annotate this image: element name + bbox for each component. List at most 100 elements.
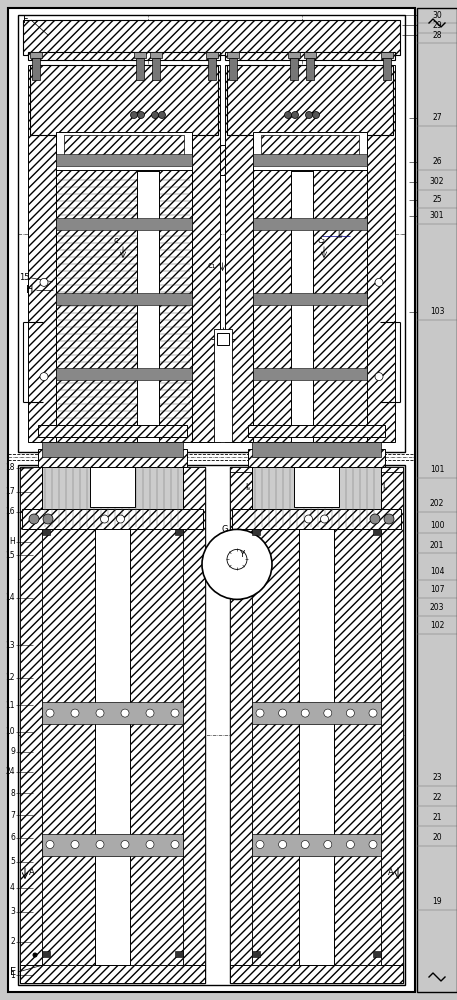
Text: 15: 15 [19, 273, 29, 282]
Text: 25: 25 [432, 196, 442, 205]
Bar [56, 154, 192, 166]
Bar [32, 58, 40, 80]
Bar [217, 333, 228, 345]
Text: 18: 18 [5, 464, 15, 473]
Bar [20, 467, 42, 983]
Circle shape [171, 709, 179, 717]
Text: 201: 201 [430, 540, 444, 550]
Bar [22, 509, 203, 529]
Bar [28, 52, 220, 60]
Text: 28: 28 [432, 30, 442, 39]
Bar [175, 951, 183, 957]
Text: Y: Y [239, 550, 244, 559]
Bar [227, 52, 239, 58]
Text: 107: 107 [430, 585, 444, 594]
Bar [220, 145, 225, 175]
Bar [253, 132, 367, 170]
Bar [373, 529, 381, 535]
Circle shape [29, 514, 39, 524]
Text: c₂: c₂ [317, 236, 325, 245]
Text: 26: 26 [432, 157, 442, 166]
Text: 24: 24 [5, 768, 15, 776]
Text: 15: 15 [5, 550, 15, 560]
Text: 100: 100 [430, 520, 444, 530]
Bar [230, 467, 252, 983]
Bar [137, 171, 159, 442]
Bar [225, 65, 253, 442]
Text: 5: 5 [10, 857, 15, 866]
Text: c₁: c₁ [207, 261, 216, 270]
Circle shape [117, 515, 124, 523]
Text: 16: 16 [5, 508, 15, 516]
Bar [252, 527, 299, 965]
Text: G: G [222, 525, 228, 534]
Bar [299, 527, 334, 965]
Bar [56, 368, 192, 380]
Text: 6: 6 [10, 834, 15, 842]
Bar [230, 467, 403, 983]
Text: 301: 301 [430, 212, 444, 221]
Bar [367, 65, 395, 442]
Text: 22: 22 [432, 794, 442, 802]
Bar [152, 58, 160, 80]
Bar [64, 135, 184, 165]
Circle shape [71, 840, 79, 848]
Text: F: F [23, 15, 29, 25]
Bar [227, 65, 393, 135]
Bar [253, 218, 367, 230]
Bar [252, 442, 381, 457]
Bar [42, 527, 95, 965]
Circle shape [96, 840, 104, 848]
Bar [288, 52, 300, 58]
Text: 302: 302 [430, 178, 444, 186]
Circle shape [370, 514, 380, 524]
Bar [38, 449, 187, 467]
Bar [95, 527, 130, 965]
Circle shape [121, 840, 129, 848]
Text: 9: 9 [10, 748, 15, 756]
Text: 27: 27 [432, 113, 442, 122]
Circle shape [285, 111, 292, 118]
Circle shape [146, 840, 154, 848]
Circle shape [202, 529, 272, 599]
Bar [294, 467, 339, 507]
Circle shape [301, 840, 309, 848]
Text: 202: 202 [430, 499, 444, 508]
Circle shape [301, 709, 309, 717]
Bar [253, 293, 367, 305]
Circle shape [46, 840, 54, 848]
Bar [304, 52, 316, 58]
Bar [42, 834, 183, 856]
Text: 29: 29 [432, 20, 442, 29]
Text: lᵥ: lᵥ [382, 483, 388, 491]
Text: lᵥ: lᵥ [337, 231, 343, 240]
Text: 13: 13 [5, 641, 15, 650]
Circle shape [121, 709, 129, 717]
Circle shape [131, 111, 138, 118]
Bar [159, 65, 192, 442]
Bar [183, 467, 205, 983]
Text: 14: 14 [5, 593, 15, 602]
Text: 20: 20 [432, 834, 442, 842]
Bar [56, 293, 192, 305]
Bar [18, 15, 405, 452]
Bar [248, 425, 385, 437]
Bar [252, 467, 381, 527]
Circle shape [346, 709, 354, 717]
Bar [291, 171, 313, 442]
Bar [134, 52, 146, 58]
Text: 3: 3 [10, 908, 15, 916]
Bar [208, 58, 216, 80]
Text: 10: 10 [5, 728, 15, 736]
Text: 101: 101 [430, 466, 444, 475]
Circle shape [292, 111, 298, 118]
Bar [192, 65, 220, 442]
Bar [136, 58, 144, 80]
Text: E: E [10, 967, 16, 977]
Circle shape [304, 515, 313, 523]
Text: 17: 17 [5, 488, 15, 496]
Circle shape [279, 709, 287, 717]
Text: 30: 30 [432, 10, 442, 19]
Text: 11: 11 [5, 700, 15, 710]
Bar [42, 702, 183, 724]
